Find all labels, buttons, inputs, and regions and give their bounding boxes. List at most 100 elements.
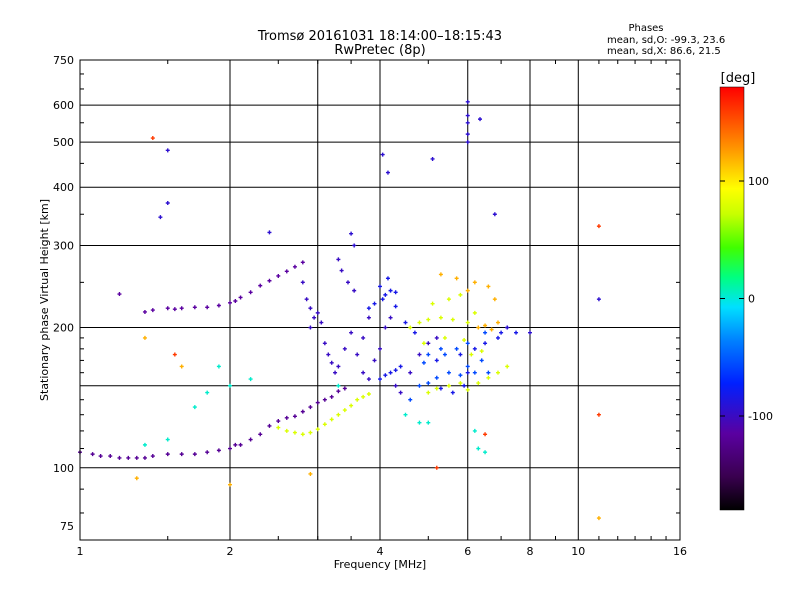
data-point [90, 452, 95, 457]
data-point [300, 409, 305, 414]
data-point [426, 420, 431, 425]
data-point [134, 455, 139, 460]
data-point [329, 417, 334, 422]
data-point [361, 335, 366, 340]
data-point [408, 370, 413, 375]
data-point [596, 224, 601, 229]
x-tick-label: 1 [77, 545, 84, 558]
data-point [192, 305, 197, 310]
data-point [342, 408, 347, 413]
data-point [483, 330, 488, 335]
data-point [342, 386, 347, 391]
data-point [308, 306, 313, 311]
data-point [442, 352, 447, 357]
data-point [458, 373, 463, 378]
data-point [308, 430, 313, 435]
data-point [458, 292, 463, 297]
data-point [430, 301, 435, 306]
x-tick-label: 6 [464, 545, 471, 558]
data-point [117, 455, 122, 460]
data-point [336, 389, 341, 394]
data-point [179, 306, 184, 311]
data-point [486, 370, 491, 375]
data-point [179, 364, 184, 369]
data-point [514, 330, 519, 335]
data-point [385, 170, 390, 175]
data-point [458, 352, 463, 357]
data-point [462, 338, 467, 343]
data-point [469, 352, 474, 357]
x-tick-label: 8 [527, 545, 534, 558]
data-point [276, 425, 281, 430]
data-point [216, 364, 221, 369]
data-point [336, 257, 341, 262]
data-point [98, 454, 103, 459]
data-point [465, 364, 470, 369]
data-point [372, 358, 377, 363]
data-point [398, 390, 403, 395]
phase-stats-heading: Phases [628, 23, 663, 34]
data-point [284, 269, 289, 274]
data-point [388, 288, 393, 293]
data-point [458, 381, 463, 386]
data-point [426, 352, 431, 357]
data-point [366, 315, 371, 320]
data-point [345, 280, 350, 285]
data-point [483, 323, 488, 328]
data-point [393, 383, 398, 388]
data-point [465, 288, 470, 293]
data-point [483, 341, 488, 346]
x-tick-label: 10 [571, 545, 585, 558]
x-tick-label: 16 [673, 545, 687, 558]
data-point [108, 454, 113, 459]
data-point [483, 450, 488, 455]
data-point [336, 364, 341, 369]
data-point [495, 335, 500, 340]
data-point [300, 260, 305, 265]
y-tick-label: 500 [53, 136, 74, 149]
data-point [150, 454, 155, 459]
data-point [349, 403, 354, 408]
data-point [454, 346, 459, 351]
data-point [403, 320, 408, 325]
data-point [165, 437, 170, 442]
data-point [292, 264, 297, 269]
data-point [465, 140, 470, 145]
data-point [417, 420, 422, 425]
data-point [479, 358, 484, 363]
data-point [465, 99, 470, 104]
data-point [342, 346, 347, 351]
data-point [465, 370, 470, 375]
data-point [233, 299, 238, 303]
data-point [366, 392, 371, 397]
data-point [355, 397, 360, 402]
y-tick-label: 750 [53, 54, 74, 67]
colorbar-tick-label: 0 [748, 293, 755, 306]
data-point [472, 310, 477, 315]
data-point [216, 303, 221, 308]
data-point [426, 390, 431, 395]
plot-grid [80, 60, 680, 540]
y-tick-label: 200 [53, 322, 74, 335]
data-point [300, 280, 305, 285]
data-point [308, 471, 313, 476]
data-point [403, 412, 408, 417]
data-point [434, 465, 439, 470]
data-point [378, 284, 382, 289]
data-point [142, 309, 147, 314]
data-point [329, 394, 334, 399]
colorbar-unit: [deg] [721, 71, 756, 86]
data-point [417, 352, 422, 357]
data-point [315, 427, 320, 432]
data-point [304, 297, 309, 302]
data-point [172, 307, 177, 312]
data-point [426, 381, 431, 386]
data-point [438, 346, 443, 351]
y-tick-label: 400 [53, 181, 74, 194]
data-point [465, 341, 470, 346]
data-point [322, 422, 327, 427]
x-tick-label: 4 [377, 545, 384, 558]
data-point [172, 352, 177, 357]
data-point [322, 397, 327, 402]
data-point [349, 330, 354, 335]
